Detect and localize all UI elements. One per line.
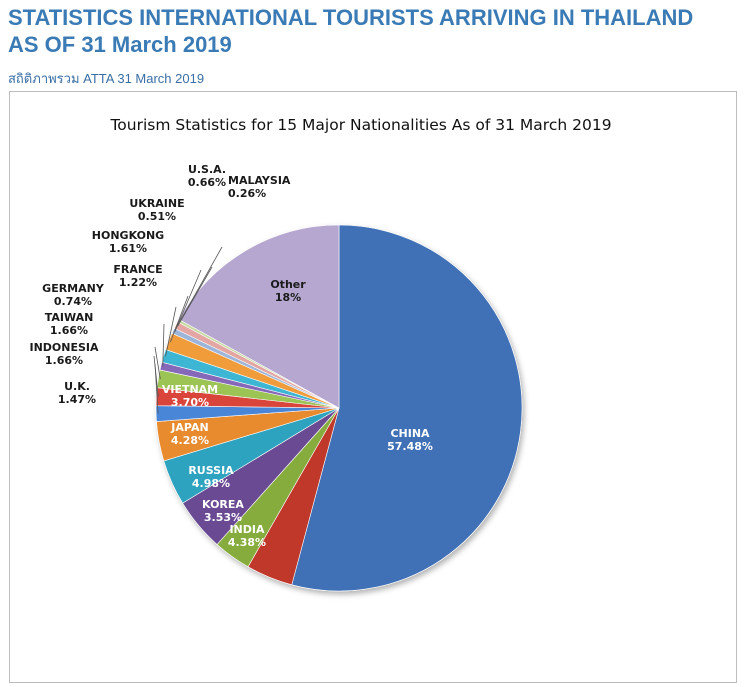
- slice-labels: CHINA 57.48%INDIA 4.38%KOREA 3.53%RUSSIA 4.9…: [29, 163, 432, 549]
- pie-slice-china: [291, 224, 523, 592]
- slice-label-value: 1.66%: [50, 324, 88, 337]
- slice-label: INDONESIA 1.66%: [29, 341, 99, 367]
- slice-label: VIETNAM 3.70%: [162, 383, 218, 409]
- slice-label-name: INDONESIA: [29, 341, 99, 354]
- chart-title: Tourism Statistics for 15 Major National…: [109, 116, 611, 134]
- pie-slice-other: [178, 224, 340, 409]
- slice-label-name: HONGKONG: [92, 229, 164, 242]
- slice-label: TAIWAN 1.66%: [45, 311, 94, 337]
- pie-slices: [155, 224, 523, 592]
- slice-label-name: GERMANY: [42, 282, 105, 295]
- slice-label-value: 3.70%: [171, 396, 209, 409]
- slice-label: INDIA 4.38%: [228, 523, 266, 549]
- slice-label: RUSSIA 4.98%: [188, 464, 234, 490]
- slice-label-name: VIETNAM: [162, 383, 218, 396]
- chart-frame: Tourism Statistics for 15 Major National…: [9, 91, 737, 683]
- slice-label-value: 0.51%: [138, 210, 176, 223]
- slice-label: CHINA 57.48%: [387, 427, 433, 453]
- source-line: สถิติภาพรวม ATTA 31 March 2019: [8, 71, 205, 86]
- slice-label-value: 0.26%: [228, 187, 266, 200]
- slice-label-name: INDIA: [229, 523, 265, 536]
- slice-label-value: 1.66%: [45, 354, 83, 367]
- leader-line: [162, 323, 165, 367]
- slice-label-name: MALAYSIA: [228, 174, 291, 187]
- leader-line: [154, 346, 161, 380]
- slice-label: GERMANY 0.74%: [42, 282, 105, 308]
- slice-label: HONGKONG 1.61%: [92, 229, 164, 255]
- slice-label: MALAYSIA 0.26%: [228, 174, 291, 200]
- slice-label-value: 1.22%: [119, 276, 157, 289]
- slice-label-name: CHINA: [390, 427, 430, 440]
- slice-label-name: TAIWAN: [45, 311, 94, 324]
- slice-label-name: U.S.A.: [188, 163, 226, 176]
- slice-label: KOREA 3.53%: [202, 498, 244, 524]
- slice-label-value: 4.28%: [171, 434, 209, 447]
- slice-label-name: JAPAN: [170, 421, 208, 434]
- slice-label-name: Other: [270, 278, 306, 291]
- slice-label-value: 3.53%: [204, 511, 242, 524]
- leader-line: [179, 246, 223, 322]
- page-title: STATISTICS INTERNATIONAL TOURISTS ARRIVI…: [8, 5, 694, 57]
- slice-label: FRANCE 1.22%: [113, 263, 162, 289]
- leader-lines: [153, 246, 223, 414]
- slice-label-value: 1.61%: [109, 242, 147, 255]
- slice-label-value: 4.98%: [192, 477, 230, 490]
- slice-label: U.K. 1.47%: [58, 380, 96, 406]
- slice-label-value: 18%: [275, 291, 301, 304]
- slice-label: Other 18%: [270, 278, 306, 304]
- slice-label-value: 0.66%: [188, 176, 226, 189]
- slice-label-name: FRANCE: [113, 263, 162, 276]
- leader-line: [174, 269, 202, 332]
- slice-label: U.S.A. 0.66%: [188, 163, 226, 189]
- slice-label-value: 0.74%: [54, 295, 92, 308]
- slice-label-name: U.K.: [64, 380, 90, 393]
- slice-label-name: UKRAINE: [129, 197, 184, 210]
- slice-label-name: KOREA: [202, 498, 244, 511]
- slice-label-name: RUSSIA: [188, 464, 234, 477]
- pie-chart: Tourism Statistics for 15 Major National…: [29, 116, 612, 592]
- slice-label-value: 57.48%: [387, 440, 433, 453]
- slice-label: UKRAINE 0.51%: [129, 197, 184, 223]
- slice-label-value: 4.38%: [228, 536, 266, 549]
- slice-label-value: 1.47%: [58, 393, 96, 406]
- leader-line: [165, 306, 177, 357]
- leader-line: [153, 355, 159, 397]
- slice-label: JAPAN 4.28%: [170, 421, 209, 447]
- leader-line: [170, 295, 189, 343]
